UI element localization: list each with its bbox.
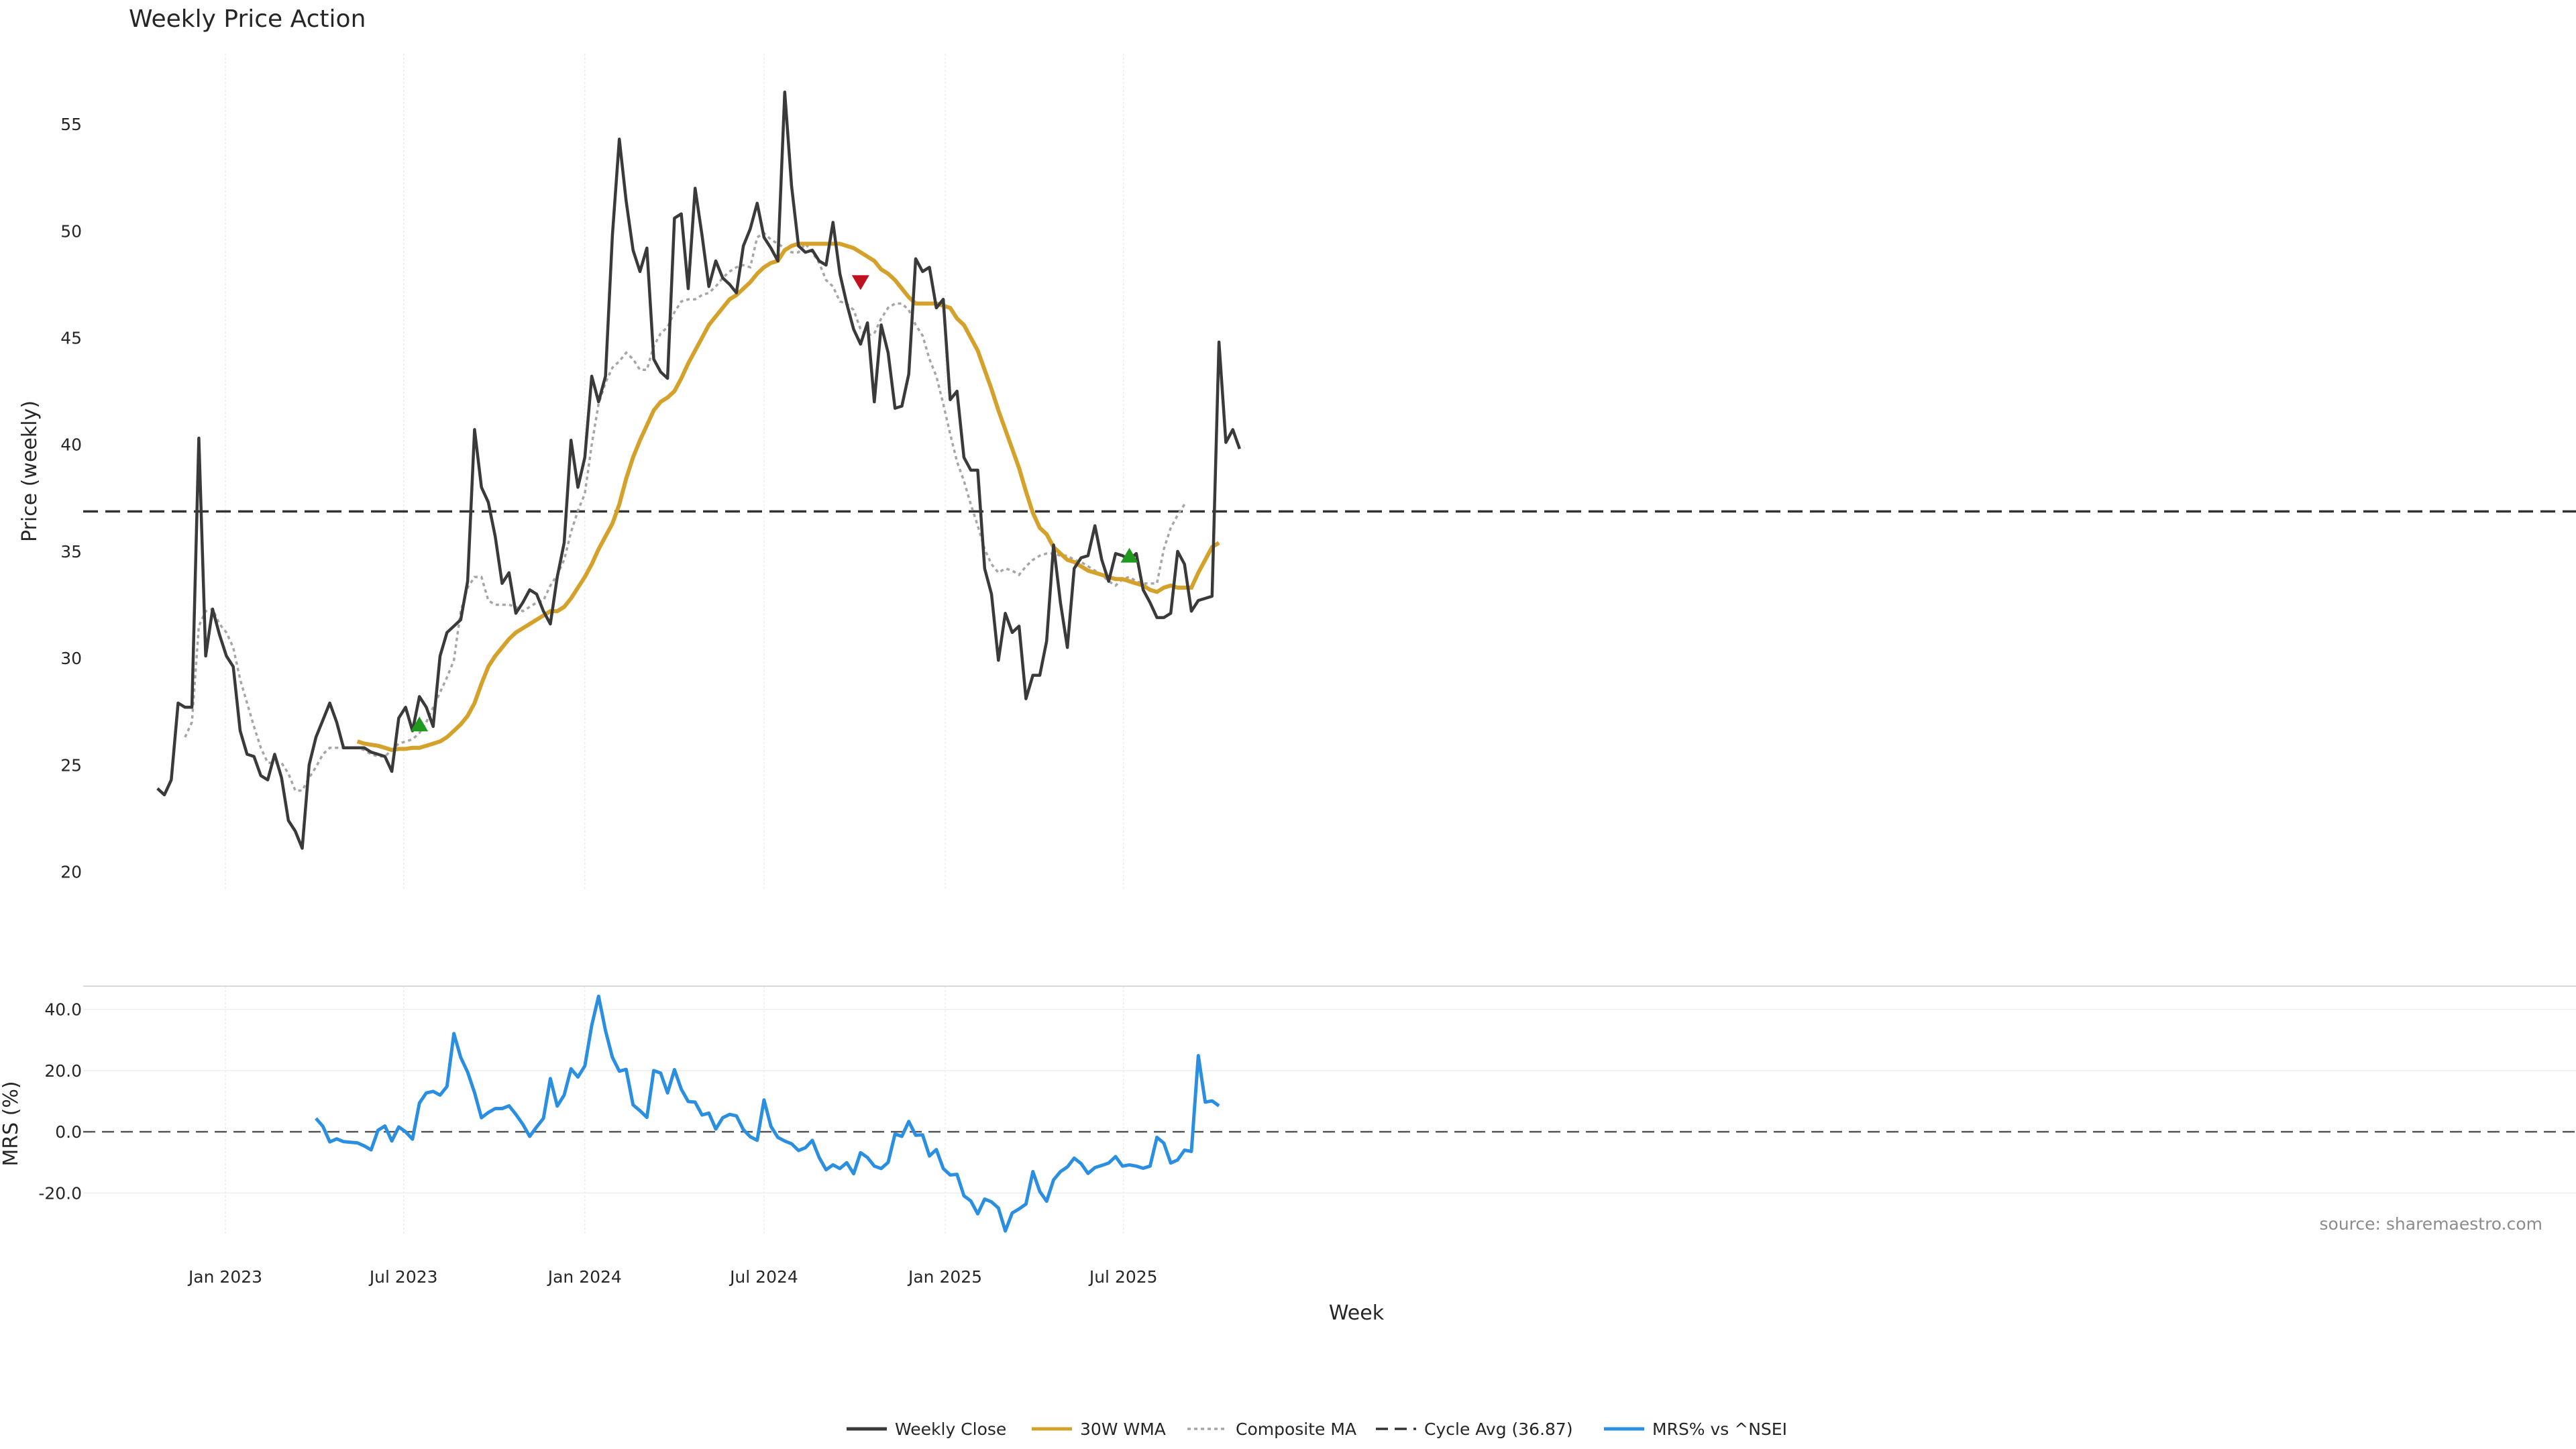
- price-y-axis-label: Price (weekly): [18, 400, 42, 542]
- buy-marker: [1120, 547, 1138, 563]
- x-axis-label: Week: [1329, 1301, 1385, 1325]
- price-y-tick-label: 35: [60, 542, 82, 561]
- x-tick-label: Jan 2025: [907, 1267, 982, 1287]
- x-tick-label: Jul 2025: [1088, 1267, 1158, 1287]
- buy-marker: [411, 716, 429, 732]
- chart-title: Weekly Price Action: [129, 5, 366, 33]
- wma-30w-line: [356, 241, 1220, 753]
- legend: Weekly Close 30W WMA Composite MA Cycle Avg…: [847, 1419, 1787, 1439]
- mrs-line: [315, 994, 1220, 1233]
- mrs-y-tick-label: -20.0: [38, 1183, 82, 1203]
- x-tick-label: Jan 2023: [187, 1267, 262, 1287]
- mrs-y-tick-label: 0.0: [55, 1122, 82, 1142]
- legend-label: Composite MA: [1236, 1419, 1356, 1439]
- legend-label: 30W WMA: [1080, 1419, 1166, 1439]
- mrs-panel: Jan 2023 Jul 2023 Jan 2024 Jul 2024 Jan 2025…: [0, 985, 2576, 1325]
- legend-label: Cycle Avg (36.87): [1424, 1419, 1573, 1439]
- mrs-y-axis-label: MRS (%): [0, 1081, 23, 1166]
- source-note: source: sharemaestro.com: [2320, 1214, 2543, 1234]
- price-y-tick-label: 25: [60, 755, 82, 775]
- price-panel: 20 25 30 35 40 45 50 55 Price (weekly): [18, 54, 2576, 889]
- weekly-close-line: [156, 91, 1242, 850]
- x-tick-label: Jul 2023: [368, 1267, 438, 1287]
- sell-marker: [851, 275, 869, 290]
- mrs-y-tick-label: 40.0: [44, 1000, 82, 1020]
- price-y-tick-label: 50: [60, 221, 82, 241]
- price-y-tick-label: 20: [60, 863, 82, 882]
- price-y-tick-label: 45: [60, 328, 82, 347]
- price-y-tick-label: 40: [60, 435, 82, 455]
- mrs-y-tick-label: 20.0: [44, 1061, 82, 1081]
- legend-label: MRS% vs ^NSEI: [1652, 1419, 1787, 1439]
- legend-label: Weekly Close: [895, 1419, 1006, 1439]
- x-tick-label: Jan 2024: [547, 1267, 622, 1287]
- price-y-tick-label: 30: [60, 649, 82, 668]
- x-tick-label: Jul 2024: [729, 1267, 798, 1287]
- price-y-tick-label: 55: [60, 115, 82, 134]
